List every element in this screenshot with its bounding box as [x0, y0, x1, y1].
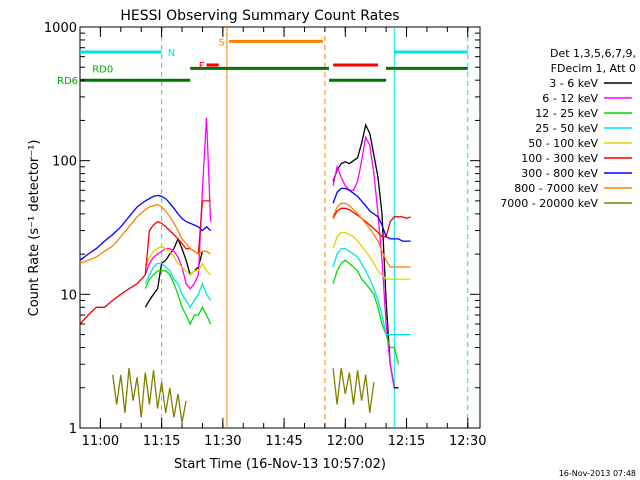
series-line-7: [79, 194, 212, 261]
series-line-2: [332, 135, 395, 388]
series-line-3: [332, 259, 400, 365]
x-tick-label: 12:15: [388, 434, 425, 449]
legend-header: Det 1,3,5,6,7,9,: [550, 47, 636, 60]
x-axis-label: Start Time (16-Nov-13 10:57:02): [174, 457, 386, 472]
x-axis: 11:00 11:15 11:30 11:45 12:00 12:15 12:30: [82, 27, 486, 449]
series-line-3: [144, 270, 212, 326]
annotation-f: F: [199, 61, 205, 72]
series-line-2: [144, 117, 212, 290]
series-line-4: [332, 247, 411, 336]
legend: Det 1,3,5,6,7,9, FDecim 1, Att 0 3 - 6 keV…: [500, 47, 636, 210]
x-tick-label: 11:30: [204, 434, 241, 449]
legend-label: 6 - 12 keV: [542, 92, 598, 105]
series-line-9: [332, 368, 375, 413]
x-tick-label: 12:30: [449, 434, 486, 449]
legend-label: 100 - 300 keV: [521, 152, 598, 165]
plot-area: N S F RD0 RD6: [57, 26, 481, 429]
annotation-rd6: RD6: [57, 76, 78, 87]
series-line-4: [144, 262, 212, 309]
legend-header: FDecim 1, Att 0: [551, 62, 636, 75]
y-axis-label: Count Rate (s⁻¹ detector⁻¹): [27, 140, 42, 317]
x-tick-label: 11:15: [143, 434, 180, 449]
series-line-9: [112, 368, 187, 423]
legend-label: 12 - 25 keV: [535, 107, 598, 120]
legend-label: 3 - 6 keV: [549, 77, 598, 90]
series-line-8: [332, 202, 411, 268]
x-tick-label: 12:00: [327, 434, 364, 449]
legend-label: 25 - 50 keV: [535, 122, 598, 135]
timestamp: 16-Nov-2013 07:48: [559, 469, 636, 478]
series-line-1: [332, 123, 399, 389]
series-line-5: [332, 231, 411, 280]
series-line-1: [144, 237, 204, 308]
y-tick-label: 1000: [44, 21, 77, 36]
legend-label: 50 - 100 keV: [528, 137, 598, 150]
plot-frame: [79, 26, 481, 429]
annotation-rd0: RD0: [92, 64, 113, 75]
annotation-n: N: [168, 48, 175, 59]
series-line-7: [332, 187, 411, 242]
annotation-s: S: [219, 37, 225, 48]
y-tick-label: 100: [52, 155, 77, 170]
series-line-8: [79, 203, 211, 265]
legend-label: 300 - 800 keV: [521, 167, 598, 180]
legend-label: 800 - 7000 keV: [514, 182, 598, 195]
chart-title: HESSI Observing Summary Count Rates: [120, 8, 399, 24]
series-line-5: [144, 245, 212, 276]
series-line-6: [332, 207, 411, 238]
y-tick-label: 10: [60, 288, 77, 303]
y-axis: 1 10 100 1000: [44, 21, 480, 437]
y-tick-label: 1: [69, 422, 77, 437]
x-tick-label: 11:45: [265, 434, 302, 449]
legend-label: 7000 - 20000 keV: [500, 197, 598, 210]
x-tick-label: 11:00: [82, 434, 119, 449]
